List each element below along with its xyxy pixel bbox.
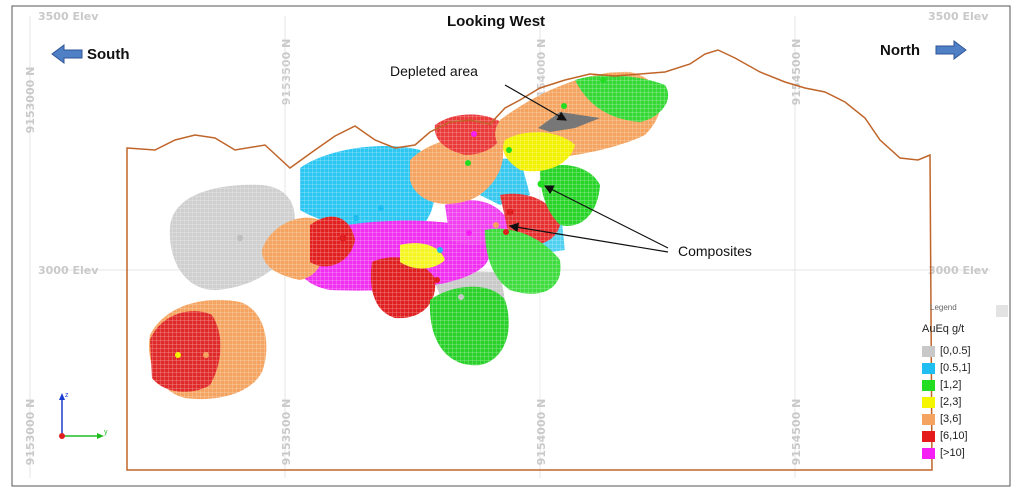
legend-item-label: [1,2]	[940, 379, 962, 391]
elevation-label: 3000 Elev	[928, 264, 989, 277]
northing-label: 9153500 N	[280, 399, 293, 466]
depleted-callout-arrow	[504, 84, 568, 121]
axis-z-label: z	[65, 392, 69, 399]
legend-collapse-icon[interactable]	[996, 305, 1008, 317]
legend-item: [0.5,1]	[922, 360, 971, 376]
legend-item: [6,10]	[922, 428, 968, 444]
legend-swatch	[922, 379, 935, 391]
composite-points	[175, 77, 606, 358]
legend-item-label: [6,10]	[940, 430, 968, 442]
view-title: Looking West	[447, 13, 545, 30]
south-arrow-icon	[51, 44, 83, 64]
depleted-area-label: Depleted area	[390, 63, 478, 79]
legend-item: [>10]	[922, 445, 965, 461]
legend-item-label: [0,0.5]	[940, 345, 971, 357]
northing-label: 9153000 N	[24, 67, 37, 134]
legend-item: [0,0.5]	[922, 343, 971, 359]
northing-label: 9154500 N	[790, 399, 803, 466]
legend-item-label: [0.5,1]	[940, 362, 971, 374]
elevation-label: 3500 Elev	[38, 10, 99, 23]
legend-swatch	[922, 413, 935, 425]
topography-line	[126, 49, 933, 471]
legend-item: [3,6]	[922, 411, 961, 427]
legend-swatch	[922, 447, 935, 459]
legend-heading: AuEq g/t	[922, 323, 965, 335]
composites-callout-arrow	[508, 222, 669, 253]
depleted-area-mark	[538, 112, 600, 132]
block-model	[149, 60, 690, 400]
legend-item-label: [>10]	[940, 447, 965, 459]
composites-label: Composites	[678, 243, 752, 259]
north-arrow-icon	[935, 40, 967, 60]
legend-item: [1,2]	[922, 377, 961, 393]
legend-swatch	[922, 430, 935, 442]
elevation-label: 3500 Elev	[928, 10, 989, 23]
legend-swatch	[922, 362, 935, 374]
legend-swatch	[922, 396, 935, 408]
northing-label: 9153000 N	[24, 399, 37, 466]
legend-title: Legend	[930, 303, 957, 312]
axis-y-label: y	[104, 429, 108, 436]
legend-item: [2,3]	[922, 394, 961, 410]
axis-triad-icon	[59, 393, 104, 439]
composites-callout-arrow	[543, 185, 669, 249]
legend-item-label: [3,6]	[940, 413, 962, 425]
elevation-label: 3000 Elev	[38, 264, 99, 277]
north-label: North	[880, 42, 920, 59]
legend-item-label: [2,3]	[940, 396, 962, 408]
northing-label: 9154500 N	[790, 39, 803, 106]
legend-swatch	[922, 345, 935, 357]
south-label: South	[87, 46, 130, 63]
legend: Legend AuEq g/t [0,0.5] [0.5,1] [1,2] [2…	[920, 303, 1010, 463]
map-border	[11, 5, 1011, 487]
northing-label: 9154000 N	[535, 399, 548, 466]
